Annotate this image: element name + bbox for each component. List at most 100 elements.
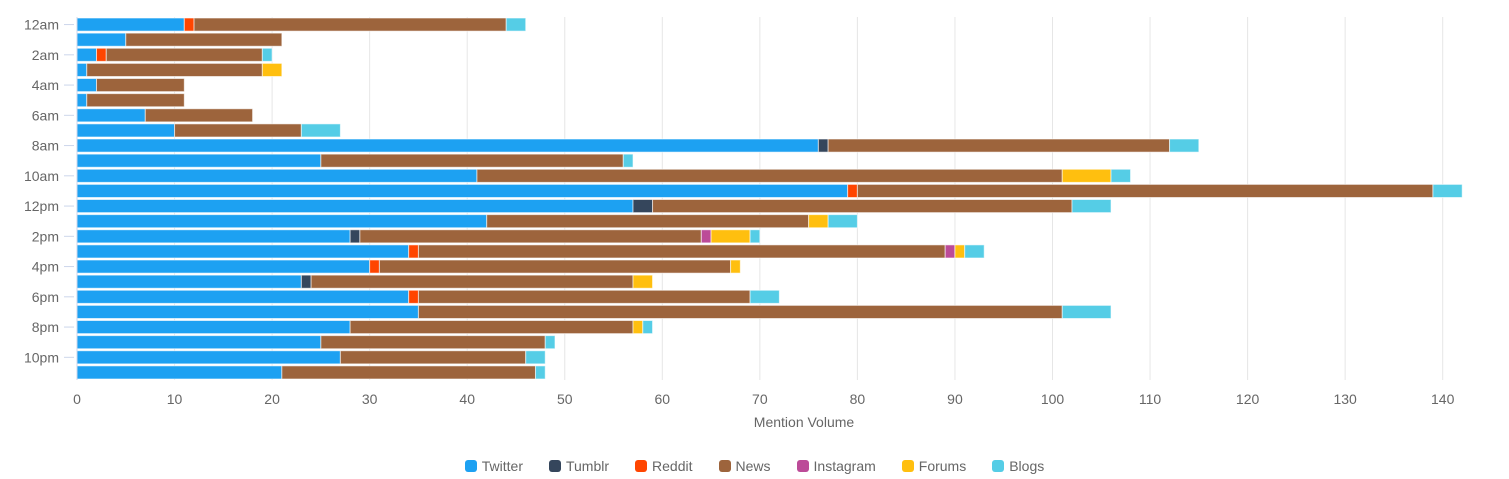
bar-news-9pm[interactable] [320, 335, 546, 350]
bar-blogs-1pm[interactable] [827, 214, 858, 229]
legend-item-instagram[interactable]: Instagram [796, 458, 876, 474]
bar-blogs-9am[interactable] [622, 153, 634, 168]
bar-news-6pm[interactable] [417, 289, 751, 304]
bar-news-5pm[interactable] [310, 274, 634, 289]
bar-reddit-11am[interactable] [847, 183, 858, 198]
bar-twitter-7pm[interactable] [76, 304, 419, 319]
bar-news-2am[interactable] [105, 47, 263, 62]
bar-blogs-8pm[interactable] [642, 320, 654, 335]
bar-twitter-4am[interactable] [76, 78, 98, 93]
bar-forums-3am[interactable] [261, 62, 283, 77]
bar-twitter-9pm[interactable] [76, 335, 322, 350]
bar-news-11pm[interactable] [281, 365, 536, 380]
bar-blogs-6pm[interactable] [749, 289, 780, 304]
bar-blogs-2pm[interactable] [749, 229, 761, 244]
x-tick-label: 70 [752, 391, 768, 407]
x-tick-label: 120 [1236, 391, 1260, 407]
bar-blogs-12pm[interactable] [1071, 199, 1112, 214]
bar-twitter-11pm[interactable] [76, 365, 283, 380]
bar-reddit-3pm[interactable] [408, 244, 419, 259]
x-tick-label: 0 [73, 391, 81, 407]
bar-blogs-7am[interactable] [300, 123, 341, 138]
bar-blogs-10pm[interactable] [525, 350, 546, 365]
bar-forums-8pm[interactable] [632, 320, 644, 335]
bar-twitter-6am[interactable] [76, 108, 146, 123]
bar-news-12pm[interactable] [652, 199, 1073, 214]
bar-news-1am[interactable] [125, 32, 283, 47]
bar-blogs-12am[interactable] [505, 17, 527, 32]
bar-news-7am[interactable] [174, 123, 302, 138]
bar-tumblr-8am[interactable] [817, 138, 829, 153]
bar-news-5am[interactable] [86, 93, 185, 108]
bar-news-4pm[interactable] [378, 259, 732, 274]
bar-reddit-6pm[interactable] [408, 289, 419, 304]
bar-blogs-11am[interactable] [1432, 183, 1463, 198]
bar-forums-3pm[interactable] [954, 244, 966, 259]
bar-twitter-4pm[interactable] [76, 259, 371, 274]
bar-news-1pm[interactable] [486, 214, 810, 229]
y-axis: 12am 2am 4am 6am 8am 10am 12pm 2pm 4pm 6pm 8pm 10pm [24, 17, 78, 380]
bar-tumblr-12pm[interactable] [632, 199, 654, 214]
bar-blogs-8am[interactable] [1169, 138, 1200, 153]
bar-news-12am[interactable] [193, 17, 507, 32]
bar-twitter-10am[interactable] [76, 168, 478, 183]
bar-forums-5pm[interactable] [632, 274, 654, 289]
bar-tumblr-5pm[interactable] [300, 274, 312, 289]
bar-twitter-3am[interactable] [76, 62, 88, 77]
bar-twitter-6pm[interactable] [76, 289, 410, 304]
bar-news-3pm[interactable] [417, 244, 946, 259]
y-tick-label: 6pm [32, 289, 59, 305]
legend-item-blogs[interactable]: Blogs [992, 458, 1044, 474]
bar-tumblr-2pm[interactable] [349, 229, 361, 244]
bar-twitter-12pm[interactable] [76, 199, 634, 214]
bar-blogs-9pm[interactable] [544, 335, 556, 350]
bar-blogs-7pm[interactable] [1061, 304, 1112, 319]
bar-forums-2pm[interactable] [710, 229, 751, 244]
bar-news-9am[interactable] [320, 153, 624, 168]
bar-news-3am[interactable] [86, 62, 263, 77]
bar-twitter-2pm[interactable] [76, 229, 351, 244]
x-tick-label: 90 [947, 391, 963, 407]
bar-news-4am[interactable] [96, 78, 185, 93]
bar-twitter-5am[interactable] [76, 93, 88, 108]
bar-blogs-2am[interactable] [261, 47, 273, 62]
legend-item-twitter[interactable]: Twitter [464, 458, 523, 474]
bar-forums-4pm[interactable] [730, 259, 741, 274]
bar-twitter-12am[interactable] [76, 17, 185, 32]
legend-item-tumblr[interactable]: Tumblr [548, 458, 609, 474]
bar-twitter-8pm[interactable] [76, 320, 351, 335]
bar-news-8pm[interactable] [349, 320, 634, 335]
bar-news-11am[interactable] [856, 183, 1434, 198]
bar-news-2pm[interactable] [359, 229, 702, 244]
bar-twitter-3pm[interactable] [76, 244, 410, 259]
bar-reddit-4pm[interactable] [369, 259, 380, 274]
bar-news-10am[interactable] [476, 168, 1063, 183]
bar-news-6am[interactable] [144, 108, 254, 123]
bar-blogs-10am[interactable] [1110, 168, 1132, 183]
bar-twitter-8am[interactable] [76, 138, 819, 153]
bar-twitter-7am[interactable] [76, 123, 176, 138]
bar-instagram-3pm[interactable] [944, 244, 956, 259]
legend-item-forums[interactable]: Forums [901, 458, 966, 474]
bar-twitter-5pm[interactable] [76, 274, 302, 289]
bar-blogs-11pm[interactable] [534, 365, 546, 380]
bar-twitter-1am[interactable] [76, 32, 127, 47]
bar-forums-1pm[interactable] [808, 214, 829, 229]
legend-item-reddit[interactable]: Reddit [635, 458, 693, 474]
bar-reddit-2am[interactable] [96, 47, 107, 62]
bar-news-10pm[interactable] [339, 350, 527, 365]
bar-news-7pm[interactable] [417, 304, 1063, 319]
bar-instagram-2pm[interactable] [700, 229, 712, 244]
bar-reddit-12am[interactable] [183, 17, 195, 32]
legend: Twitter Tumblr Reddit News Instagram Forums Bl… [0, 458, 1509, 474]
bar-twitter-2am[interactable] [76, 47, 98, 62]
legend-item-news[interactable]: News [718, 458, 771, 474]
bar-twitter-1pm[interactable] [76, 214, 488, 229]
bar-blogs-3pm[interactable] [964, 244, 985, 259]
bar-twitter-10pm[interactable] [76, 350, 341, 365]
x-tick-label: 80 [850, 391, 866, 407]
bar-twitter-11am[interactable] [76, 183, 849, 198]
bar-news-8am[interactable] [827, 138, 1171, 153]
bar-twitter-9am[interactable] [76, 153, 322, 168]
bar-forums-10am[interactable] [1061, 168, 1112, 183]
